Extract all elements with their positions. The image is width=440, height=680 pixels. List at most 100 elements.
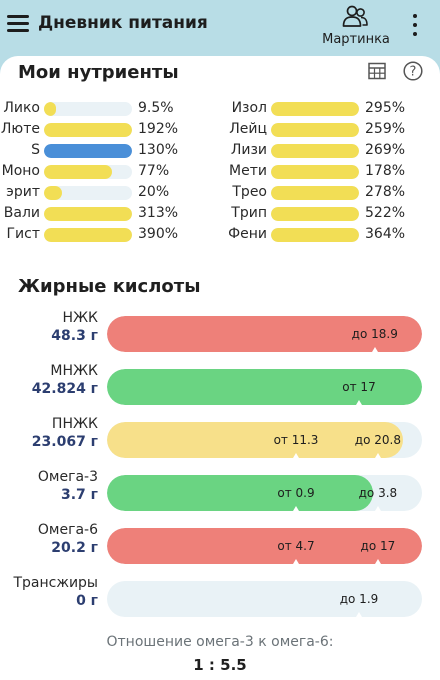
nutrient-name: Фени — [228, 226, 267, 242]
range-marker-tick — [293, 506, 299, 511]
content-sheet — [0, 56, 440, 680]
nutrient-name: Гист — [6, 226, 41, 242]
fatty-acid-row[interactable]: Трансжиры 0 г до 1.9 — [0, 575, 440, 621]
fatty-acid-name: МНЖК — [50, 363, 98, 379]
nutrient-track — [44, 186, 132, 200]
nutrient-fill — [44, 102, 56, 116]
table-icon[interactable] — [368, 62, 386, 80]
svg-text:?: ? — [410, 65, 417, 80]
nutrient-name: Люте — [0, 121, 40, 137]
users-icon[interactable] — [341, 4, 369, 30]
range-marker-label: от 0.9 — [277, 486, 315, 500]
fatty-acid-row[interactable]: ПНЖК 23.067 г от 11.3 до 20.8 — [0, 416, 440, 462]
nutrient-percent: 278% — [365, 184, 406, 200]
app-bar: Дневник питания Мартинка — [0, 0, 440, 56]
nutrient-percent: 295% — [365, 100, 406, 116]
range-marker-label: до 3.8 — [358, 486, 398, 500]
nutrient-percent: 390% — [138, 226, 179, 242]
fatty-acid-row[interactable]: Омега-6 20.2 г от 4.7 до 17 — [0, 522, 440, 568]
nutrient-track — [44, 165, 132, 179]
range-marker-label: до 17 — [360, 539, 396, 553]
nutrient-track — [44, 144, 132, 158]
range-marker-label: от 11.3 — [273, 433, 319, 447]
nutrient-percent: 20% — [138, 184, 170, 200]
nutrient-track — [271, 144, 359, 158]
nutrient-percent: 77% — [138, 163, 170, 179]
nutrient-track — [271, 207, 359, 221]
fatty-acid-name: Трансжиры — [13, 575, 98, 591]
nutrient-row[interactable]: S 130% — [0, 141, 200, 161]
range-marker-label: до 1.9 — [339, 592, 379, 606]
nutrient-fill — [271, 228, 359, 242]
nutrient-percent: 9.5% — [138, 100, 174, 116]
nutrient-name: Моно — [1, 163, 40, 179]
fatty-acid-fill — [107, 475, 374, 511]
fatty-acid-track: от 17 — [107, 369, 422, 405]
hamburger-icon[interactable] — [7, 15, 29, 33]
range-marker-tick — [293, 453, 299, 458]
nutrient-row[interactable]: Изол 295% — [227, 99, 427, 119]
fatty-acid-row[interactable]: МНЖК 42.824 г от 17 — [0, 363, 440, 409]
nutrient-row[interactable]: Вали 313% — [0, 204, 200, 224]
nutrient-row[interactable]: Трео 278% — [227, 183, 427, 203]
nutrient-row[interactable]: Трип 522% — [227, 204, 427, 224]
nutrient-track — [271, 165, 359, 179]
nutrient-fill — [271, 144, 359, 158]
nutrients-title: Мои нутриенты — [18, 62, 179, 83]
fatty-acid-value: 42.824 г — [31, 381, 98, 397]
nutrient-name: Мети — [229, 163, 267, 179]
nutrient-fill — [44, 207, 132, 221]
fatty-acid-value: 0 г — [76, 593, 98, 609]
fatty-acid-fill — [107, 422, 404, 458]
fatty-acid-name: ПНЖК — [51, 416, 98, 432]
fatty-acid-fill — [107, 528, 422, 564]
nutrient-row[interactable]: Фени 364% — [227, 225, 427, 245]
nutrient-row[interactable]: эрит 20% — [0, 183, 200, 203]
fatty-acid-name: НЖК — [62, 310, 98, 326]
range-marker-label: от 17 — [342, 380, 376, 394]
nutrient-name: Трип — [231, 205, 267, 221]
fatty-acids-title: Жирные кислоты — [18, 276, 201, 297]
nutrient-name: Лейц — [229, 121, 267, 137]
nutrient-percent: 313% — [138, 205, 179, 221]
range-marker-label: от 4.7 — [277, 539, 315, 553]
nutrient-row[interactable]: Лейц 259% — [227, 120, 427, 140]
nutrient-row[interactable]: Моно 77% — [0, 162, 200, 182]
fatty-acid-track: до 1.9 — [107, 581, 422, 617]
nutrient-track — [271, 186, 359, 200]
nutrient-row[interactable]: Лико 9.5% — [0, 99, 200, 119]
nutrient-track — [44, 102, 132, 116]
fatty-acid-row[interactable]: Омега-3 3.7 г от 0.9 до 3.8 — [0, 469, 440, 515]
nutrient-fill — [271, 186, 359, 200]
fatty-acid-name: Омега-6 — [37, 522, 98, 538]
fatty-acid-row[interactable]: НЖК 48.3 г до 18.9 — [0, 310, 440, 356]
nutrient-percent: 178% — [365, 163, 406, 179]
nutrient-percent: 130% — [138, 142, 179, 158]
nutrient-percent: 269% — [365, 142, 406, 158]
omega-ratio-label: Отношение омега-3 к омега-6: — [106, 634, 334, 650]
nutrient-row[interactable]: Люте 192% — [0, 120, 200, 140]
fatty-acid-value: 23.067 г — [31, 434, 98, 450]
fatty-acid-track: до 18.9 — [107, 316, 422, 352]
nutrient-name: Лизи — [230, 142, 267, 158]
nutrient-track — [271, 123, 359, 137]
more-vertical-icon[interactable] — [408, 12, 422, 38]
range-marker-tick — [293, 559, 299, 564]
range-marker-tick — [374, 506, 381, 511]
nutrient-row[interactable]: Мети 178% — [227, 162, 427, 182]
fatty-acid-track: от 4.7 до 17 — [107, 528, 422, 564]
nutrient-fill — [271, 207, 359, 221]
fatty-acid-track: от 11.3 до 20.8 — [107, 422, 422, 458]
range-marker-tick — [356, 612, 362, 617]
nutrient-row[interactable]: Гист 390% — [0, 225, 200, 245]
nutrient-row[interactable]: Лизи 269% — [227, 141, 427, 161]
range-marker-tick — [374, 453, 381, 458]
fatty-acid-value: 48.3 г — [51, 328, 98, 344]
fatty-acid-fill — [107, 316, 422, 352]
nutrient-track — [271, 102, 359, 116]
range-marker-label: до 18.9 — [351, 327, 398, 341]
profile-label[interactable]: Мартинка — [322, 32, 390, 47]
range-marker-tick — [374, 559, 381, 564]
nutrient-fill — [44, 165, 112, 179]
help-icon[interactable]: ? — [403, 61, 423, 81]
